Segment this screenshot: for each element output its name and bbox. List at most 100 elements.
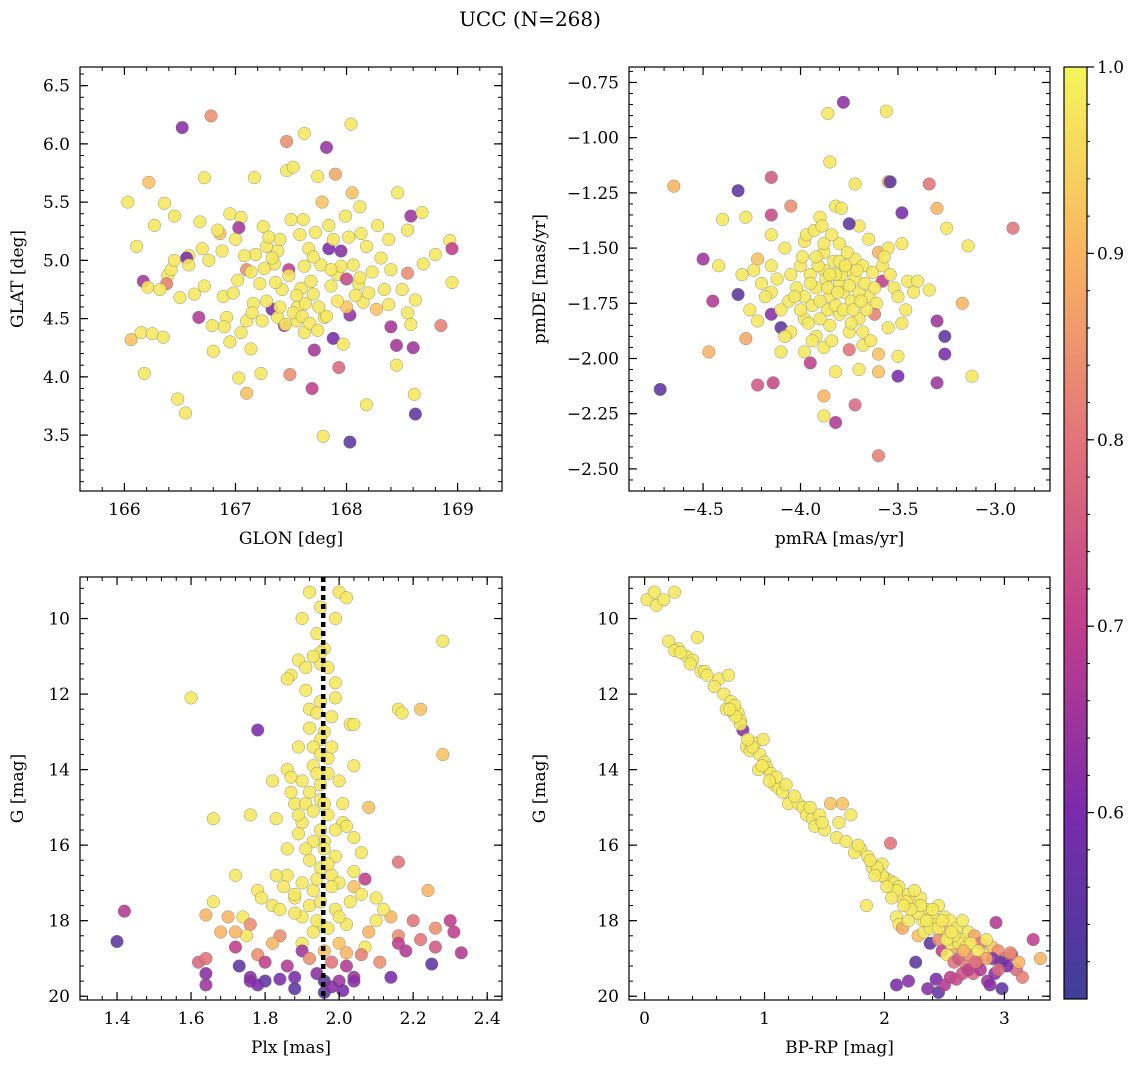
scatter-point [443, 914, 457, 928]
scatter-point [877, 250, 891, 264]
scatter-point [832, 237, 847, 251]
scatter-point [756, 732, 770, 746]
scatter-point [859, 899, 874, 913]
scatter-point [723, 702, 737, 716]
x-tick-label: 2.4 [474, 1009, 501, 1029]
scatter-point [302, 853, 317, 867]
scatter-point [277, 880, 291, 894]
scatter-point [325, 740, 339, 754]
scatter-point [211, 223, 225, 237]
x-axis-label: GLON [deg] [239, 529, 343, 549]
x-tick-label: 2.2 [400, 1009, 427, 1029]
scatter-point [901, 974, 916, 988]
scatter-point [907, 285, 921, 299]
scatter-point [141, 280, 155, 294]
scatter-point [354, 948, 368, 962]
scatter-point [813, 312, 827, 326]
scatter-point [1006, 221, 1020, 235]
scatter-point [447, 925, 461, 939]
scatter-point [764, 208, 778, 222]
scatter-point [1012, 955, 1026, 969]
scatter-point [404, 317, 418, 331]
scatter-point [883, 175, 897, 189]
scatter-point [232, 959, 246, 973]
x-tick-label: 169 [441, 500, 473, 520]
scatter-point [844, 316, 858, 330]
scatter-point [302, 785, 317, 799]
scatter-point [310, 766, 324, 780]
scatter-point [286, 160, 300, 174]
scatter-point [863, 853, 877, 867]
scatter-point [846, 303, 860, 317]
y-axis-label: G [mag] [530, 754, 550, 823]
scatter-point [273, 232, 287, 246]
scatter-point [204, 109, 218, 123]
scatter-point [280, 959, 294, 973]
scatter-point [244, 265, 258, 279]
y-tick-label: 12 [48, 685, 70, 705]
scatter-point [234, 326, 248, 340]
scatter-point [184, 691, 198, 705]
scatter-point [223, 207, 237, 221]
scatter-point [206, 344, 220, 358]
x-tick-label: −3.0 [975, 500, 1016, 520]
scatter-point [839, 834, 853, 848]
scatter-point [251, 723, 265, 737]
scatter-point [362, 925, 376, 939]
scatter-point [787, 789, 802, 803]
scatter-point [232, 221, 246, 235]
colorbar-tick-label: 0.7 [1097, 617, 1124, 637]
scatter-point [302, 899, 317, 913]
scatter-point [339, 819, 354, 833]
scatter-point [346, 258, 360, 272]
scatter-point [205, 319, 219, 333]
scatter-point [258, 955, 272, 969]
scatter-point [199, 967, 213, 981]
scatter-point [803, 276, 817, 290]
scatter-point [879, 104, 893, 118]
scatter-point [295, 774, 309, 788]
y-tick-label: −1.00 [567, 129, 619, 149]
scatter-point [244, 342, 258, 356]
scatter-point [253, 277, 267, 291]
scatter-point [881, 321, 895, 335]
scatter-point [328, 167, 342, 181]
scatter-point [339, 946, 354, 960]
scatter-point [825, 334, 839, 348]
scatter-point [295, 876, 309, 890]
y-tick-label: 4.0 [43, 368, 70, 388]
scatter-point [206, 812, 220, 826]
scatter-point [254, 891, 268, 905]
axes-frame [628, 576, 1051, 1001]
scatter-point [328, 676, 342, 690]
scatter-point [935, 914, 949, 928]
scatter-point [764, 259, 778, 273]
scatter-point [328, 823, 342, 837]
scatter-point [248, 247, 263, 262]
scatter-point [764, 228, 778, 242]
scatter-point [343, 435, 357, 449]
scatter-point [414, 933, 428, 947]
scatter-point [706, 294, 720, 308]
scatter-point [891, 369, 905, 383]
scatter-point [751, 252, 765, 266]
scatter-point [331, 294, 345, 308]
scatter-point [803, 800, 817, 814]
colorbar-tick-label: 0.8 [1097, 431, 1124, 451]
axes-frame [79, 66, 503, 492]
scatter-point [217, 320, 231, 334]
scatter-point [288, 982, 302, 996]
scatter-point [324, 263, 338, 277]
scatter-point [821, 106, 835, 120]
scatter-point [735, 268, 749, 282]
scatter-point [328, 691, 342, 705]
scatter-point [296, 213, 310, 227]
scatter-point [171, 392, 185, 406]
scatter-point [332, 360, 346, 375]
scatter-point [251, 978, 265, 992]
scatter-point [955, 296, 969, 310]
scatter-point [137, 366, 151, 380]
scatter-point [823, 797, 838, 811]
scatter-point [173, 291, 187, 305]
y-tick-label: −2.25 [567, 405, 619, 425]
